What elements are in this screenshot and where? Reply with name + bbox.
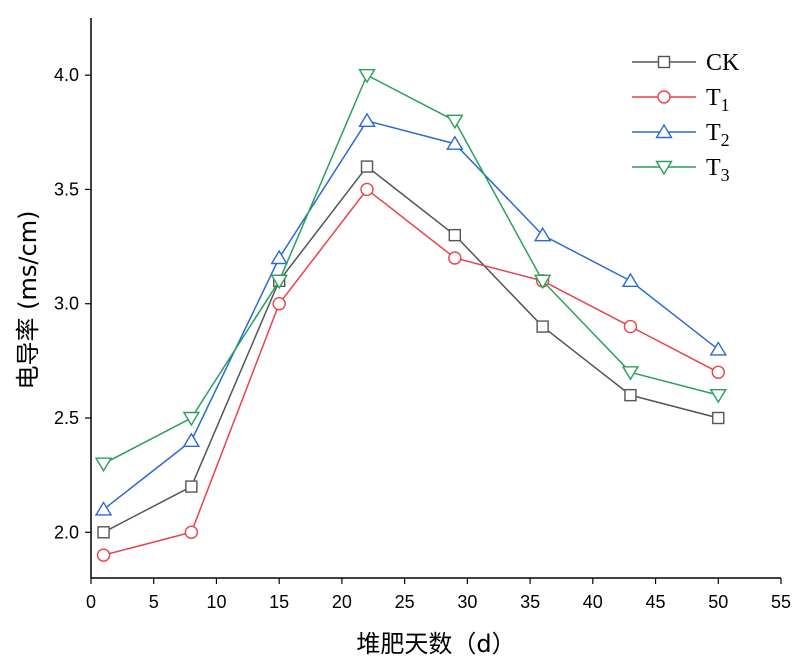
legend-item-t3: T3: [632, 155, 730, 185]
x-tick-label: 45: [646, 592, 666, 612]
data-point-t2: [182, 432, 201, 448]
data-point-t1: [711, 365, 725, 379]
y-tick-label: 2.5: [54, 408, 79, 428]
data-point-t3: [270, 274, 288, 290]
legend-label: CK: [706, 50, 740, 76]
legend: CK T1 T2 T3: [632, 50, 740, 185]
y-tick-label: 3.5: [54, 179, 79, 199]
data-point-ck: [624, 388, 637, 402]
x-tick-label: 20: [332, 592, 352, 612]
x-tick-label: 10: [206, 592, 226, 612]
data-point-t3: [94, 457, 113, 473]
legend-item-t1: T1: [632, 85, 730, 115]
data-point-ck: [97, 526, 110, 539]
data-point-t1: [184, 525, 199, 539]
data-point-t1: [96, 548, 111, 562]
y-tick-label: 4.0: [54, 65, 79, 85]
x-tick-label: 0: [86, 592, 96, 612]
data-point-t1: [360, 182, 374, 197]
axes: [90, 18, 781, 579]
data-point-t3: [709, 388, 728, 404]
y-axis-title: 电导率 (ms/cm): [14, 211, 42, 390]
x-tick-label: 55: [771, 592, 791, 612]
data-point-t3: [621, 366, 640, 381]
y-tick-label: 3.0: [54, 294, 79, 314]
legend-marker: [657, 55, 671, 69]
series-ck: [97, 160, 725, 539]
x-tick-label: 15: [269, 592, 289, 612]
data-point-ck: [712, 411, 725, 425]
series-line-t1: [103, 188, 719, 556]
series-t3: [94, 68, 728, 473]
data-point-t2: [533, 226, 552, 242]
y-ticks: 2.0 2.5 3.0 3.5 4.0: [54, 65, 91, 542]
series-line-ck: [103, 165, 719, 533]
series-t2: [94, 112, 728, 516]
data-point-t3: [182, 411, 201, 427]
x-tick-label: 40: [583, 592, 603, 612]
data-point-t1: [448, 251, 462, 265]
legend-item-t2: T2: [632, 120, 730, 150]
legend-marker: [655, 160, 673, 176]
series-layer: [94, 68, 728, 562]
data-point-t2: [358, 112, 376, 128]
x-tick-label: 25: [395, 592, 415, 612]
legend-label: T1: [706, 85, 730, 115]
data-point-t3: [533, 274, 552, 290]
series-line-t3: [103, 74, 719, 465]
data-point-t3: [446, 114, 464, 130]
x-tick-label: 50: [708, 592, 728, 612]
legend-label: T2: [706, 120, 730, 150]
legend-marker: [657, 90, 671, 104]
data-point-ck: [448, 228, 462, 242]
data-point-t2: [270, 249, 288, 265]
x-axis-title: 堆肥天数（d）: [356, 630, 515, 658]
data-point-t2: [94, 501, 113, 516]
x-tick-label: 5: [149, 592, 159, 612]
legend-label: T3: [706, 155, 730, 185]
x-tick-label: 30: [457, 592, 477, 612]
x-ticks: 0 5 10 15 20 25 30 35 40 45 50 55: [86, 578, 791, 612]
data-point-ck: [536, 320, 549, 333]
data-point-t2: [621, 272, 640, 288]
series-line-t2: [103, 119, 719, 511]
data-point-t1: [272, 297, 286, 311]
legend-item-ck: CK: [632, 50, 740, 76]
data-point-ck: [360, 160, 374, 173]
data-point-t3: [358, 68, 376, 84]
data-point-t2: [446, 135, 464, 150]
legend-marker: [655, 123, 673, 139]
data-point-ck: [185, 480, 198, 493]
x-tick-label: 35: [520, 592, 540, 612]
y-tick-label: 2.0: [54, 522, 79, 542]
data-point-t2: [709, 341, 728, 356]
data-point-t1: [623, 319, 638, 334]
